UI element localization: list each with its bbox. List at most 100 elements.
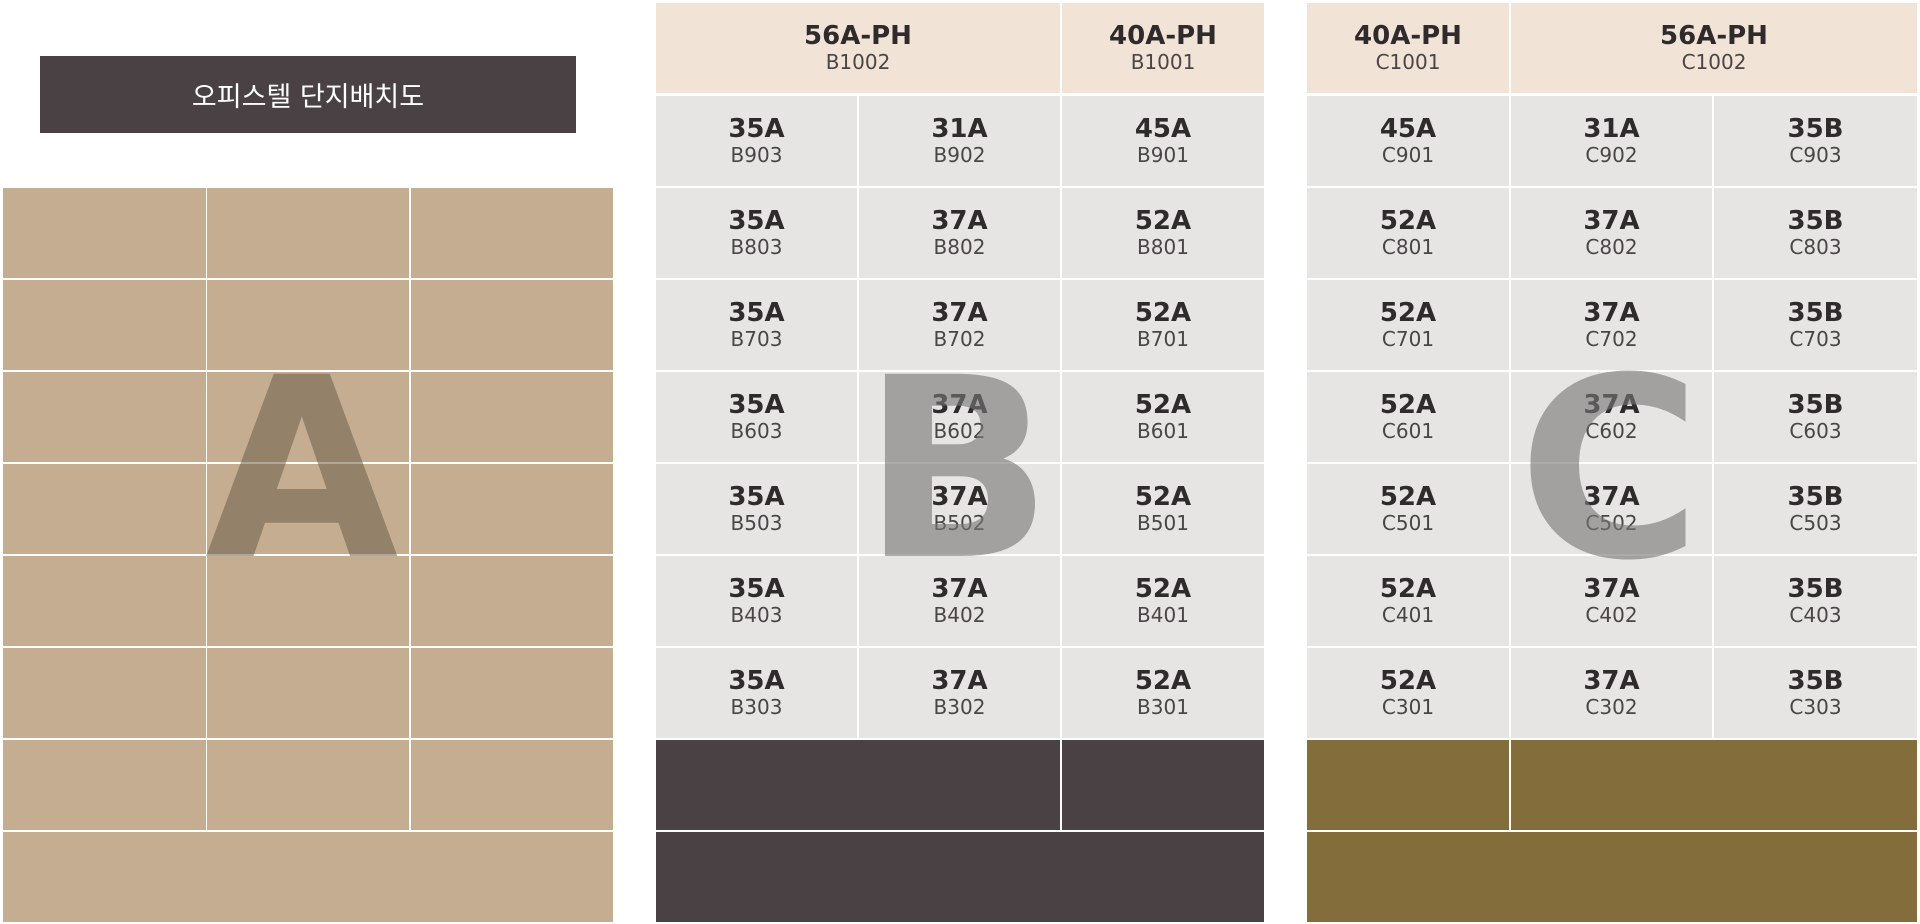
- unit-code-label: B602: [933, 419, 986, 443]
- unit-code-label: B303: [730, 695, 783, 719]
- unit-cell-penthouse[interactable]: 56A-PH C1002: [1511, 3, 1917, 93]
- unit-type-label: 35B: [1787, 298, 1844, 328]
- unit-cell[interactable]: 37A C702: [1511, 280, 1712, 370]
- unit-code-label: C601: [1381, 419, 1435, 443]
- unit-code-label: B503: [730, 511, 783, 535]
- unit-code-label: B703: [730, 327, 783, 351]
- unit-type-label: 37A: [931, 574, 988, 604]
- unit-type-label: 56A-PH: [1660, 21, 1768, 51]
- unit-type-label: 35A: [728, 114, 785, 144]
- unit-cell[interactable]: 35B C703: [1714, 280, 1917, 370]
- unit-code-label: C401: [1381, 603, 1435, 627]
- unit-cell-penthouse[interactable]: 40A-PH C1001: [1307, 3, 1509, 93]
- unit-type-label: 37A: [1583, 482, 1640, 512]
- unit-type-label: 37A: [1583, 390, 1640, 420]
- unit-cell[interactable]: 45A C901: [1307, 96, 1509, 186]
- unit-cell[interactable]: 37A B402: [859, 556, 1060, 646]
- unit-code-label: B1002: [825, 50, 891, 74]
- unit-code-label: B701: [1137, 327, 1189, 351]
- unit-code-label: B301: [1137, 695, 1189, 719]
- unit-cell[interactable]: 37A C502: [1511, 464, 1712, 554]
- building-c-base: [1307, 832, 1917, 922]
- unit-type-label: 37A: [931, 390, 988, 420]
- unit-cell[interactable]: 52A C601: [1307, 372, 1509, 462]
- unit-code-label: B502: [933, 511, 986, 535]
- building-a-unit: [411, 372, 613, 462]
- building-a-unit: [207, 372, 409, 462]
- unit-code-label: B302: [933, 695, 986, 719]
- unit-cell[interactable]: 52A B301: [1062, 648, 1264, 738]
- unit-cell[interactable]: 35B C403: [1714, 556, 1917, 646]
- unit-type-label: 35A: [728, 666, 785, 696]
- unit-type-label: 31A: [931, 114, 988, 144]
- unit-cell[interactable]: 52A B501: [1062, 464, 1264, 554]
- building-a-unit: [3, 280, 206, 370]
- building-a-unit: [207, 280, 409, 370]
- unit-cell[interactable]: 37A B602: [859, 372, 1060, 462]
- unit-cell[interactable]: 52A C801: [1307, 188, 1509, 278]
- unit-code-label: C301: [1381, 695, 1435, 719]
- unit-cell[interactable]: 35A B303: [656, 648, 857, 738]
- unit-type-label: 35B: [1787, 482, 1844, 512]
- unit-cell[interactable]: 52A C501: [1307, 464, 1509, 554]
- unit-type-label: 52A: [1134, 390, 1192, 420]
- unit-type-label: 37A: [1583, 666, 1640, 696]
- unit-type-label: 52A: [1379, 390, 1437, 420]
- unit-type-label: 40A-PH: [1354, 21, 1462, 51]
- unit-cell[interactable]: 35B C603: [1714, 372, 1917, 462]
- building-a-unit: [207, 740, 409, 830]
- unit-cell[interactable]: 52A C701: [1307, 280, 1509, 370]
- unit-type-label: 37A: [931, 666, 988, 696]
- unit-code-label: B401: [1137, 603, 1189, 627]
- unit-code-label: C903: [1789, 143, 1842, 167]
- unit-cell[interactable]: 35A B703: [656, 280, 857, 370]
- building-a-unit: [3, 188, 206, 278]
- unit-cell[interactable]: 52A B701: [1062, 280, 1264, 370]
- unit-cell[interactable]: 35B C503: [1714, 464, 1917, 554]
- unit-cell[interactable]: 37A C302: [1511, 648, 1712, 738]
- building-c-base: [1511, 740, 1917, 830]
- unit-type-label: 31A: [1583, 114, 1640, 144]
- unit-cell-penthouse[interactable]: 56A-PH B1002: [656, 3, 1060, 93]
- unit-cell[interactable]: 37A B702: [859, 280, 1060, 370]
- unit-cell[interactable]: 37A C802: [1511, 188, 1712, 278]
- building-a-unit: [411, 464, 613, 554]
- unit-cell[interactable]: 35B C903: [1714, 96, 1917, 186]
- unit-cell[interactable]: 37A B302: [859, 648, 1060, 738]
- unit-cell[interactable]: 35A B503: [656, 464, 857, 554]
- unit-type-label: 37A: [1583, 574, 1640, 604]
- unit-cell[interactable]: 35B C803: [1714, 188, 1917, 278]
- unit-code-label: C503: [1789, 511, 1842, 535]
- building-a-unit: [207, 188, 409, 278]
- building-b-base: [656, 740, 1060, 830]
- unit-cell[interactable]: 52A B401: [1062, 556, 1264, 646]
- unit-cell[interactable]: 37A C402: [1511, 556, 1712, 646]
- unit-code-label: B901: [1137, 143, 1189, 167]
- building-a-unit: [411, 188, 613, 278]
- unit-cell[interactable]: 35A B903: [656, 96, 857, 186]
- unit-cell[interactable]: 37A B502: [859, 464, 1060, 554]
- unit-code-label: B501: [1137, 511, 1189, 535]
- unit-cell[interactable]: 37A C602: [1511, 372, 1712, 462]
- unit-cell[interactable]: 37A B802: [859, 188, 1060, 278]
- unit-code-label: C702: [1585, 327, 1638, 351]
- unit-cell[interactable]: 52A B801: [1062, 188, 1264, 278]
- unit-cell[interactable]: 45A B901: [1062, 96, 1264, 186]
- unit-type-label: 52A: [1379, 482, 1437, 512]
- unit-type-label: 52A: [1134, 206, 1192, 236]
- unit-cell[interactable]: 52A C301: [1307, 648, 1509, 738]
- unit-cell[interactable]: 35A B803: [656, 188, 857, 278]
- unit-cell[interactable]: 52A B601: [1062, 372, 1264, 462]
- unit-type-label: 35A: [728, 298, 785, 328]
- unit-type-label: 56A-PH: [804, 21, 912, 51]
- unit-cell[interactable]: 31A C902: [1511, 96, 1712, 186]
- unit-code-label: C501: [1381, 511, 1435, 535]
- unit-cell-penthouse[interactable]: 40A-PH B1001: [1062, 3, 1264, 93]
- unit-cell[interactable]: 31A B902: [859, 96, 1060, 186]
- unit-cell[interactable]: 35A B403: [656, 556, 857, 646]
- unit-cell[interactable]: 52A C401: [1307, 556, 1509, 646]
- unit-cell[interactable]: 35B C303: [1714, 648, 1917, 738]
- unit-cell[interactable]: 35A B603: [656, 372, 857, 462]
- unit-code-label: C1001: [1375, 50, 1441, 74]
- unit-code-label: C902: [1585, 143, 1638, 167]
